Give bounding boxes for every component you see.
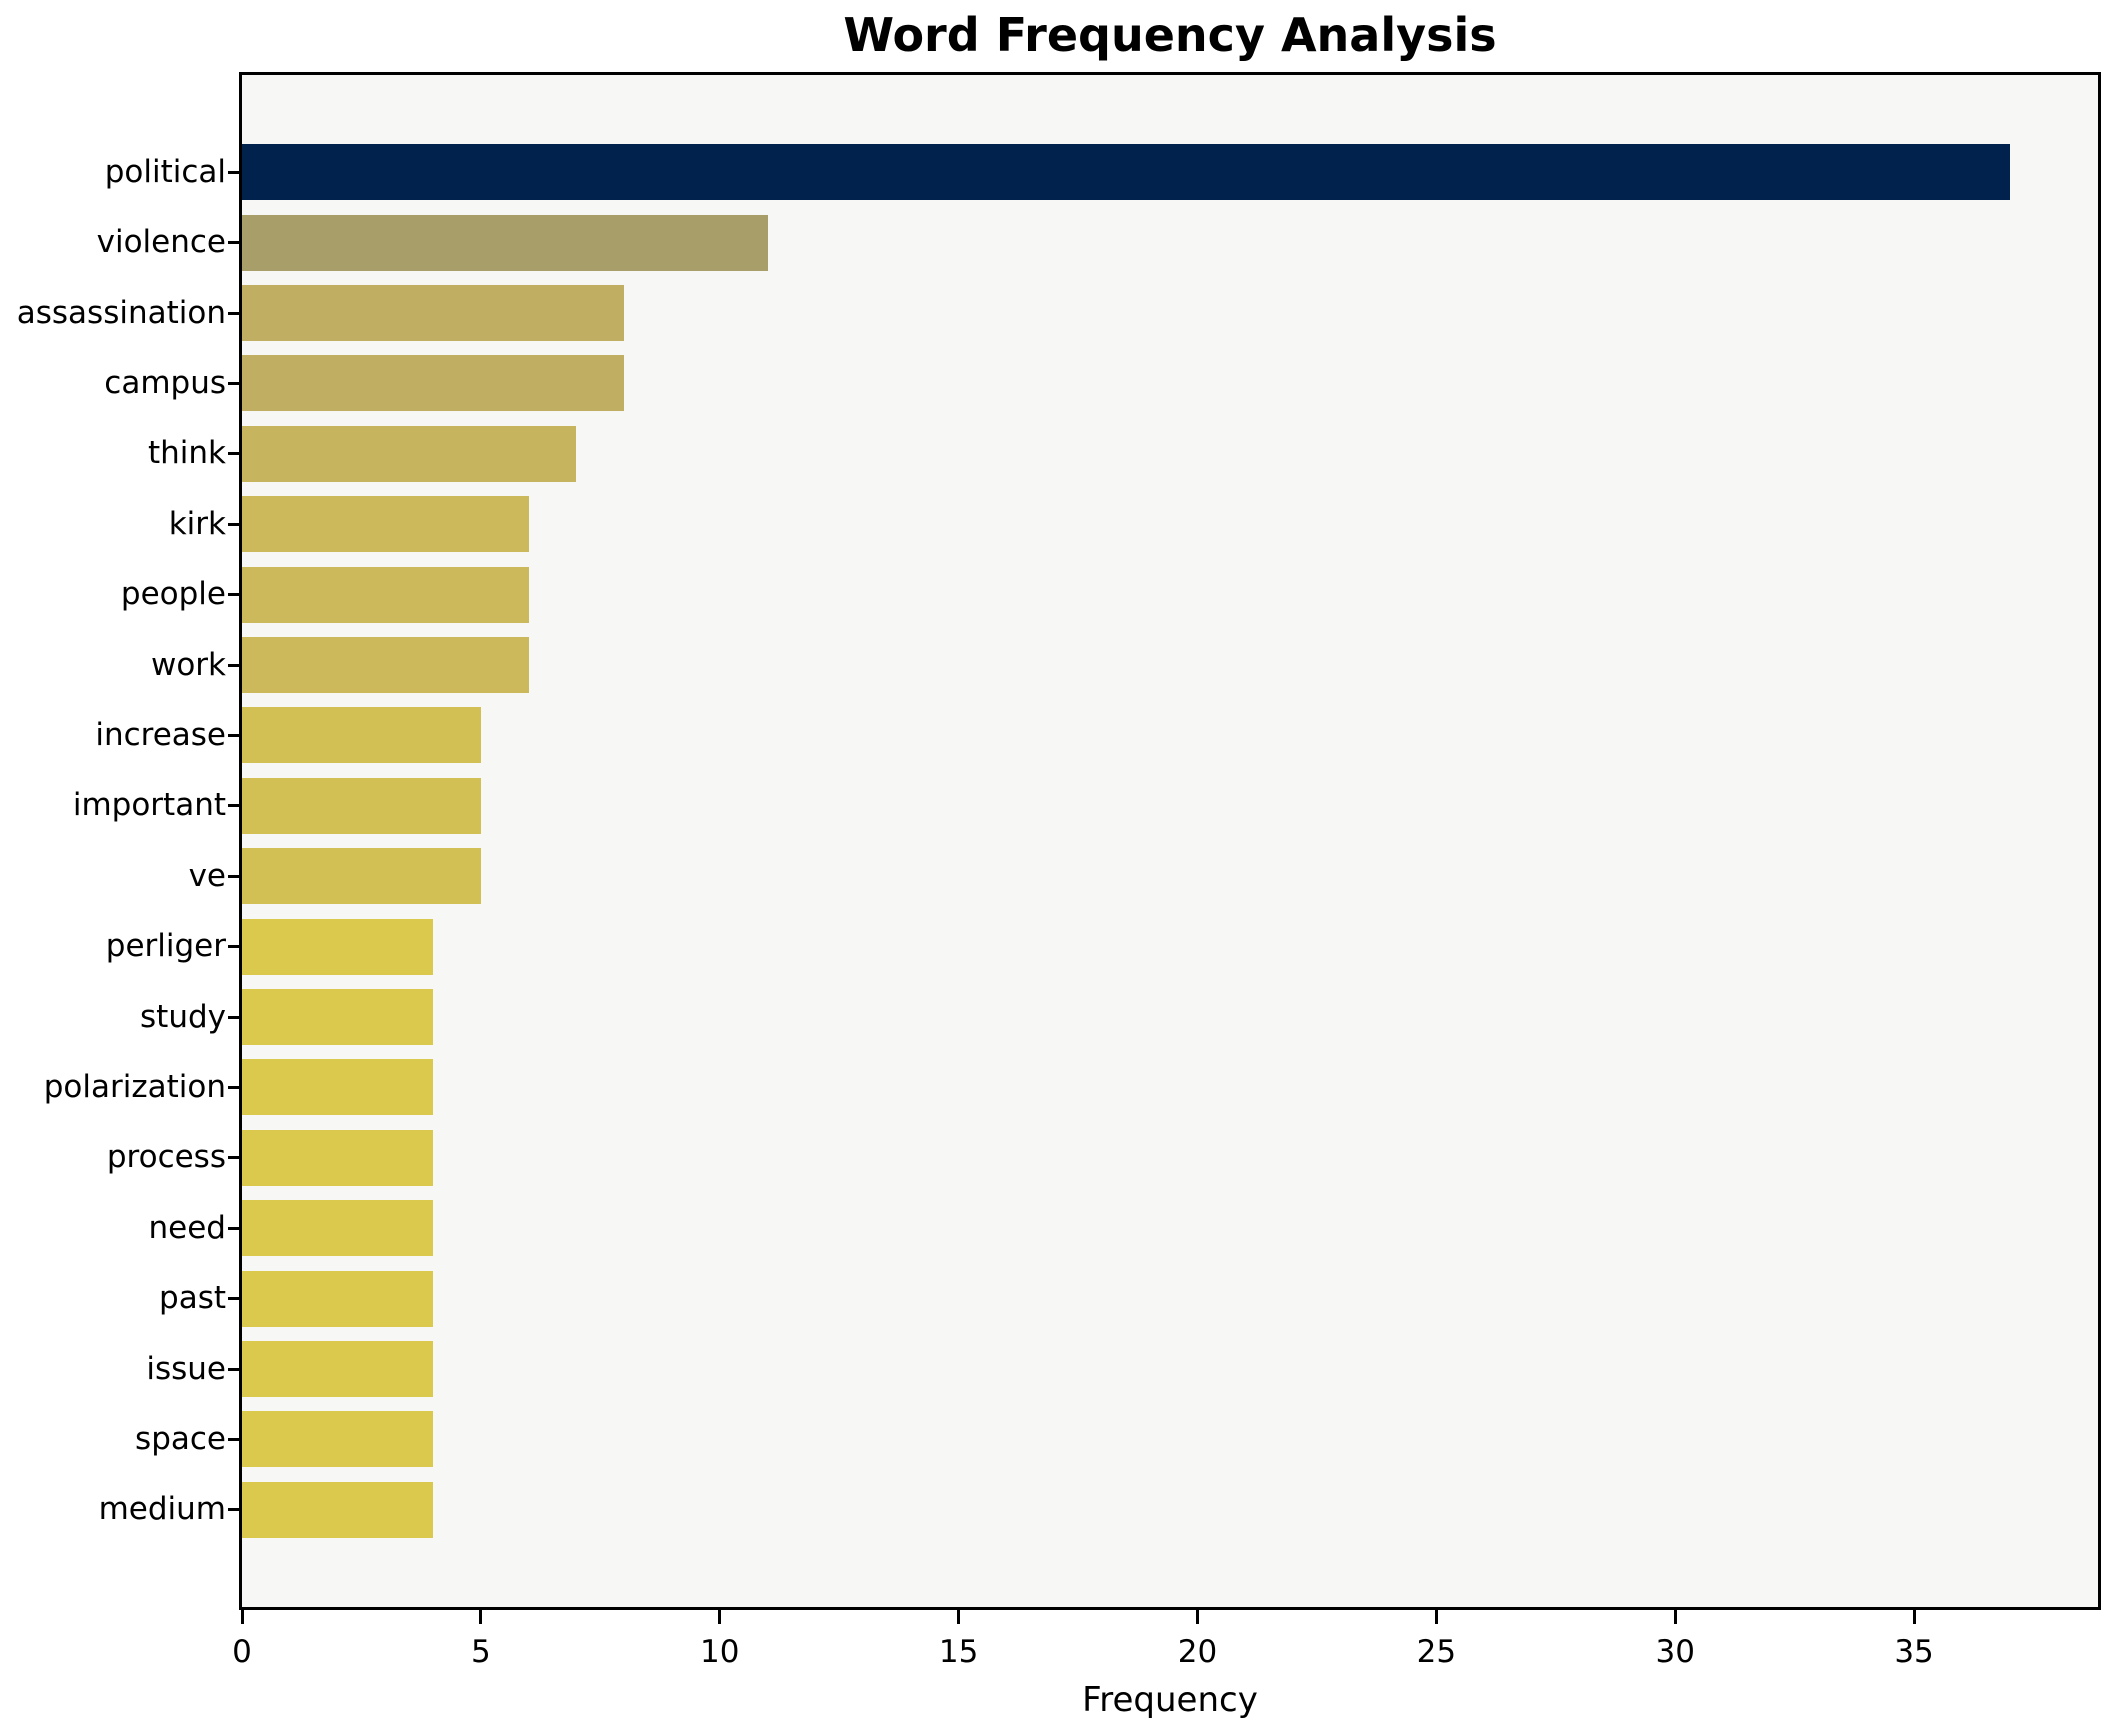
x-tick-10: [718, 1610, 722, 1624]
x-tick-label-30: 30: [1655, 1634, 1695, 1670]
bar-political: [242, 144, 2010, 201]
x-tick-15: [957, 1610, 961, 1624]
y-tick-label-polarization: polarization: [43, 1068, 226, 1105]
x-tick-label-10: 10: [700, 1634, 740, 1670]
y-tick-label-people: people: [120, 576, 226, 613]
y-tick-ve: [228, 874, 239, 878]
bar-need: [242, 1200, 434, 1257]
x-tick-0: [240, 1610, 244, 1624]
y-tick-label-need: need: [148, 1209, 226, 1246]
y-tick-polarization: [228, 1085, 239, 1089]
plot-area: [239, 72, 2101, 1610]
y-tick-campus: [228, 381, 239, 385]
bar-important: [242, 777, 481, 834]
x-tick-label-0: 0: [232, 1634, 252, 1670]
bar-violence: [242, 214, 768, 271]
y-tick-label-space: space: [135, 1420, 226, 1457]
y-tick-label-perliger: perliger: [105, 928, 226, 965]
y-tick-process: [228, 1156, 239, 1160]
y-tick-label-ve: ve: [188, 857, 226, 894]
y-tick-perliger: [228, 945, 239, 949]
y-tick-people: [228, 593, 239, 597]
y-tick-label-process: process: [106, 1139, 226, 1176]
y-tick-label-medium: medium: [98, 1491, 226, 1528]
bar-work: [242, 637, 529, 693]
chart-title: Word Frequency Analysis: [843, 8, 1497, 62]
bar-issue: [242, 1341, 434, 1397]
y-tick-kirk: [228, 522, 239, 526]
x-tick-25: [1434, 1610, 1438, 1624]
bar-medium: [242, 1481, 434, 1538]
y-tick-label-work: work: [150, 646, 226, 683]
bar-polarization: [242, 1059, 434, 1116]
y-tick-label-increase: increase: [95, 716, 226, 753]
y-tick-political: [228, 170, 239, 174]
y-tick-label-past: past: [159, 1280, 226, 1317]
y-tick-important: [228, 804, 239, 808]
bar-past: [242, 1270, 434, 1327]
y-tick-label-campus: campus: [104, 364, 226, 401]
y-tick-label-political: political: [104, 153, 226, 190]
y-tick-label-violence: violence: [96, 224, 226, 261]
bar-ve: [242, 848, 481, 905]
y-tick-medium: [228, 1508, 239, 1512]
y-tick-study: [228, 1015, 239, 1019]
y-tick-need: [228, 1226, 239, 1230]
x-tick-5: [479, 1610, 483, 1624]
y-tick-think: [228, 452, 239, 456]
bar-space: [242, 1411, 434, 1468]
y-tick-label-kirk: kirk: [168, 505, 226, 542]
bar-campus: [242, 355, 625, 412]
x-tick-label-35: 35: [1894, 1634, 1934, 1670]
bar-increase: [242, 707, 481, 764]
x-tick-label-15: 15: [938, 1634, 979, 1670]
x-tick-35: [1912, 1610, 1916, 1624]
y-tick-space: [228, 1437, 239, 1441]
bar-assassination: [242, 285, 625, 341]
bar-think: [242, 425, 577, 482]
y-tick-label-issue: issue: [146, 1350, 226, 1387]
y-tick-label-assassination: assassination: [16, 294, 226, 331]
bar-process: [242, 1129, 434, 1186]
x-tick-label-25: 25: [1416, 1634, 1457, 1670]
x-tick-label-20: 20: [1177, 1634, 1218, 1670]
y-tick-issue: [228, 1367, 239, 1371]
y-tick-violence: [228, 241, 239, 245]
y-tick-increase: [228, 733, 239, 737]
bar-people: [242, 566, 529, 623]
y-tick-past: [228, 1297, 239, 1301]
bar-perliger: [242, 918, 434, 975]
y-tick-label-study: study: [140, 998, 226, 1035]
x-tick-20: [1195, 1610, 1199, 1624]
y-tick-label-think: think: [147, 435, 226, 472]
bar-study: [242, 989, 434, 1045]
x-tick-30: [1673, 1610, 1677, 1624]
x-tick-label-5: 5: [470, 1634, 491, 1670]
bar-kirk: [242, 496, 529, 553]
y-tick-assassination: [228, 311, 239, 315]
y-tick-work: [228, 663, 239, 667]
y-tick-label-important: important: [72, 787, 226, 824]
x-axis-title: Frequency: [1082, 1680, 1258, 1720]
